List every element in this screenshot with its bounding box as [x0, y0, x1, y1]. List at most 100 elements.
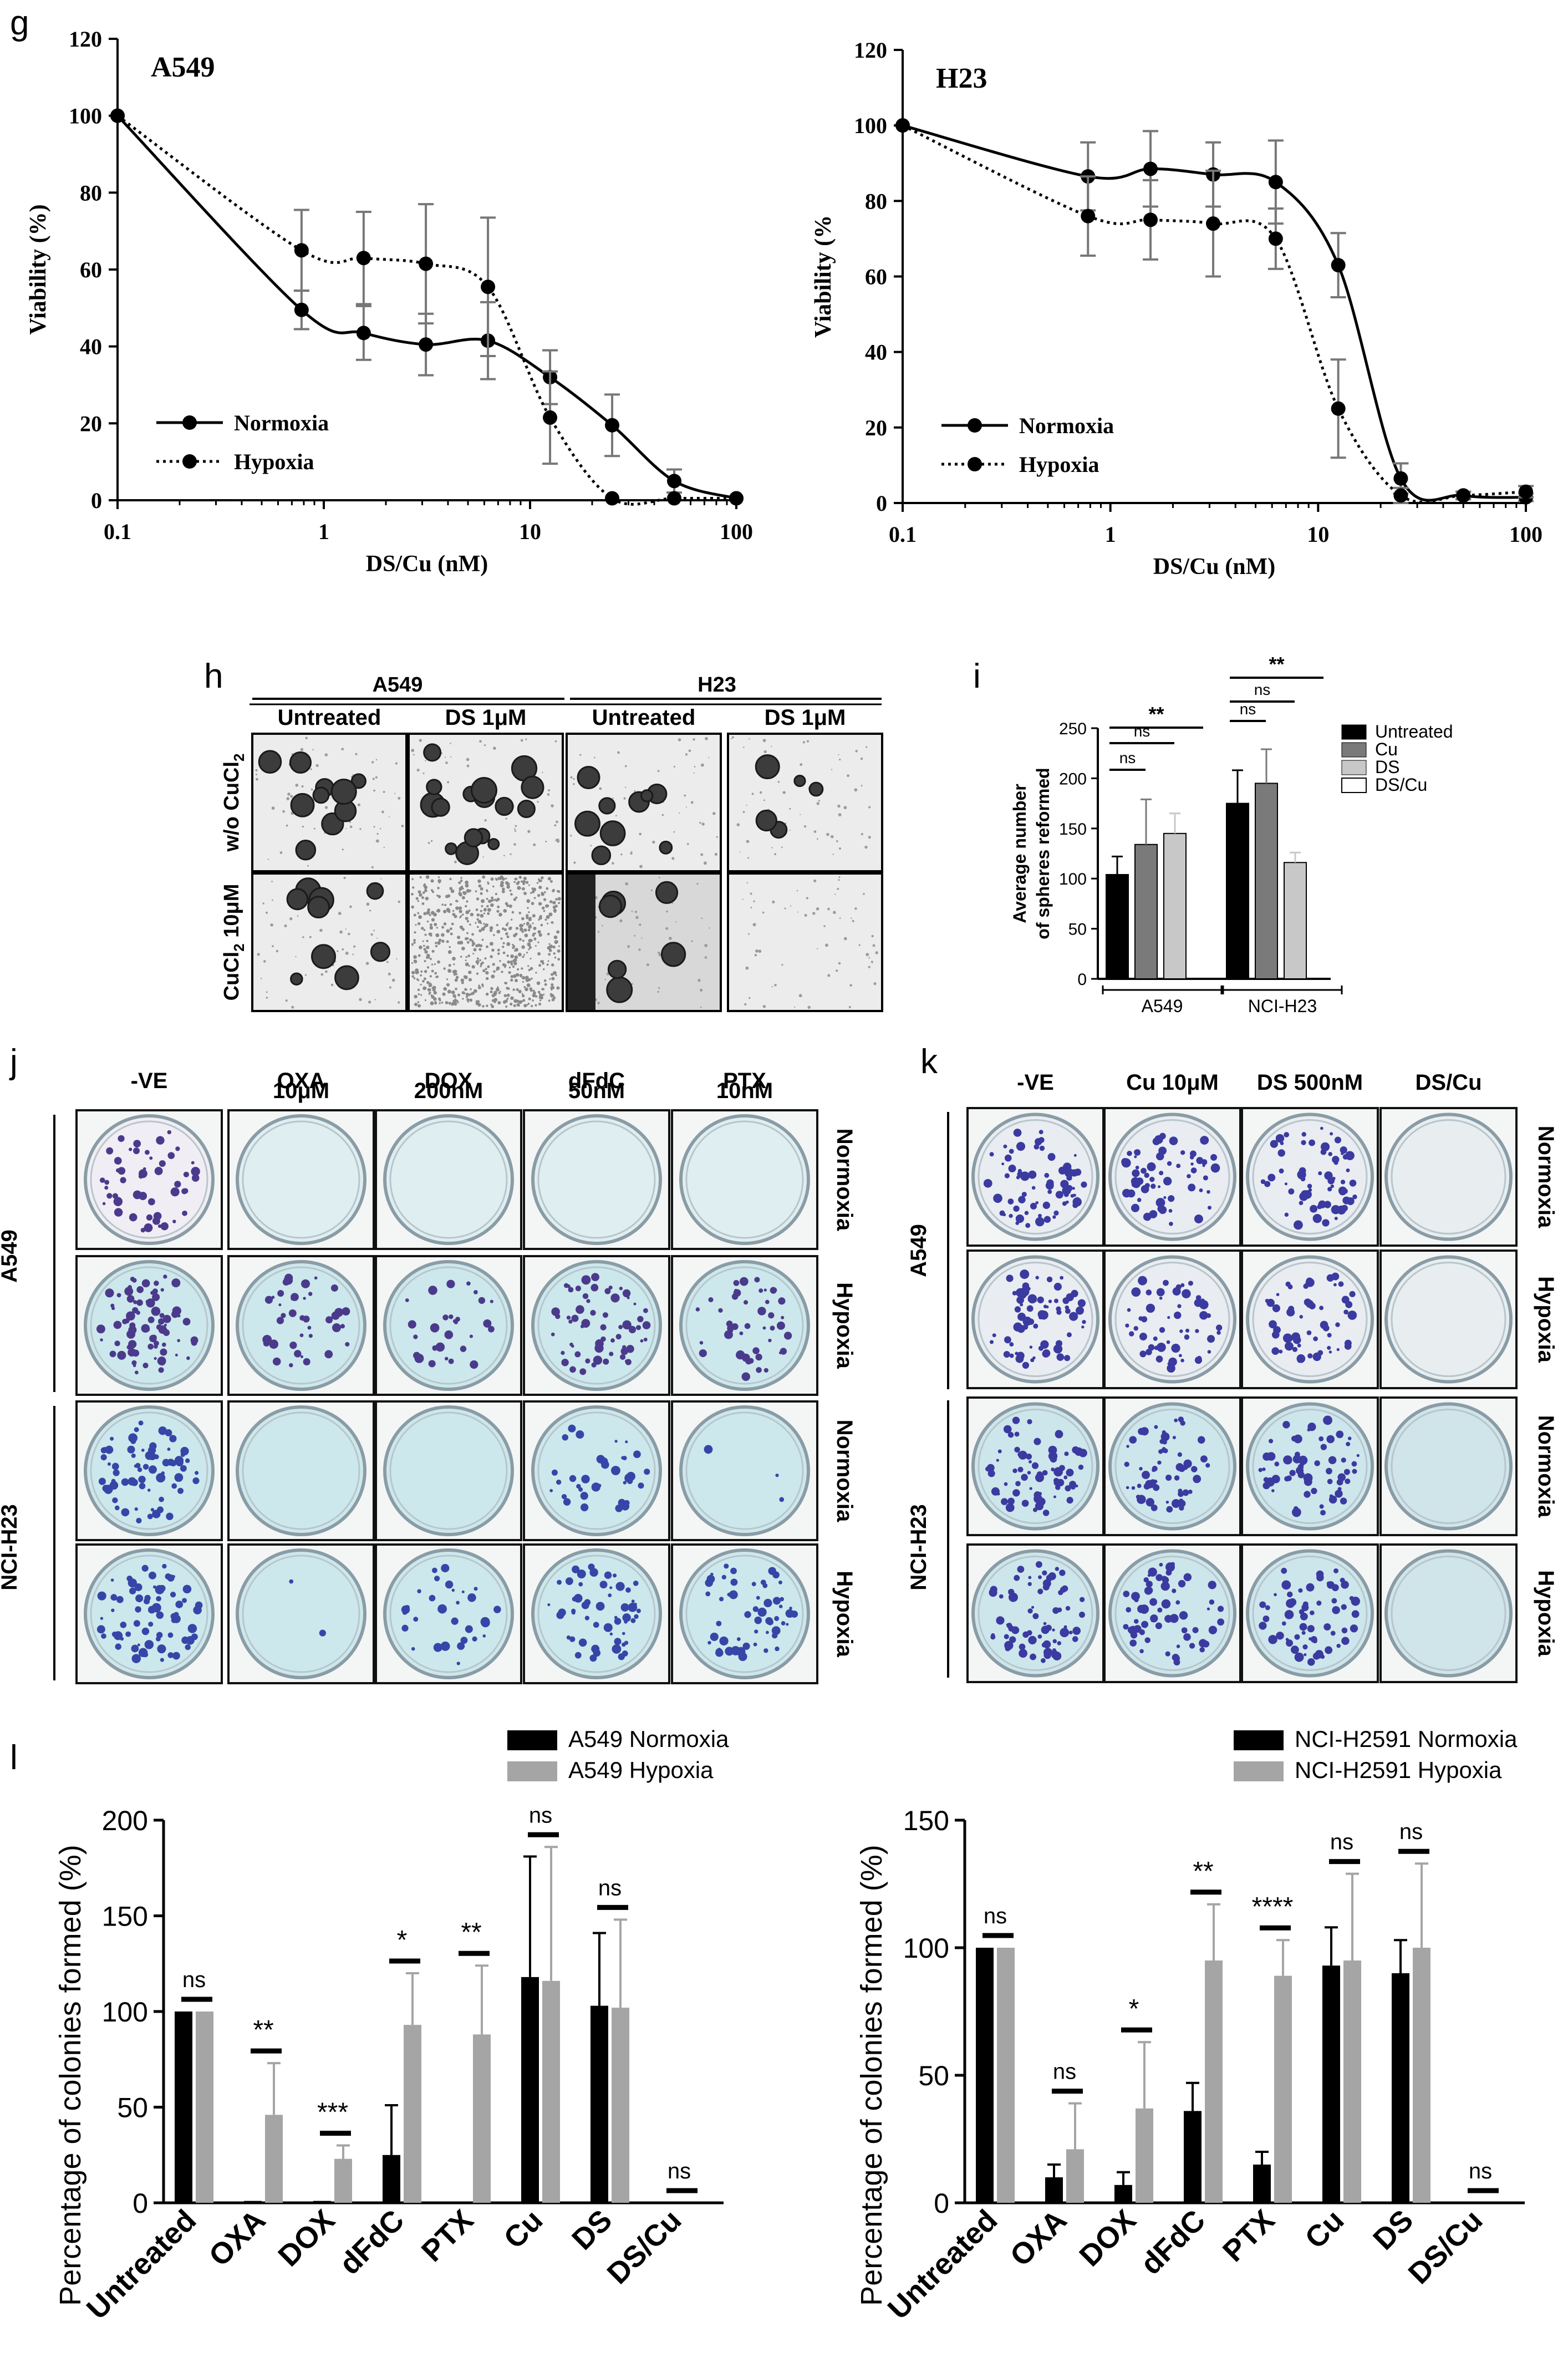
colony-dish	[671, 1255, 818, 1396]
colony	[1217, 1606, 1224, 1612]
bar-group: A549	[1102, 798, 1223, 1016]
single-cell	[389, 986, 391, 989]
cell-debris	[510, 978, 513, 982]
colony	[1262, 1467, 1266, 1471]
colony	[1179, 1354, 1182, 1358]
colony	[137, 1467, 142, 1472]
colony	[135, 1606, 141, 1613]
colony	[149, 1156, 153, 1160]
colony	[1332, 1156, 1340, 1164]
cell-debris	[552, 994, 554, 997]
single-cell	[413, 754, 415, 756]
colony	[733, 1279, 740, 1286]
cell-debris	[475, 959, 480, 964]
colony	[1276, 1632, 1284, 1640]
colony	[595, 1602, 605, 1611]
colony	[1072, 1202, 1078, 1208]
colony	[1172, 1588, 1177, 1593]
colony	[763, 1648, 768, 1653]
colony	[710, 1572, 714, 1576]
dish-inner-rim	[389, 1555, 508, 1673]
cell-debris	[493, 990, 497, 995]
colony	[111, 1479, 116, 1484]
significance-label: *	[1129, 1994, 1139, 2024]
colony	[1177, 1304, 1182, 1308]
cell-debris	[411, 878, 414, 880]
colony-dish	[1103, 1543, 1241, 1683]
colony	[160, 1222, 169, 1231]
sphere	[607, 959, 627, 979]
single-cell	[380, 878, 382, 880]
cell-debris	[424, 933, 427, 936]
single-cell	[300, 748, 304, 751]
dish-plate	[1384, 1255, 1513, 1384]
cell-debris	[512, 988, 515, 991]
single-cell	[315, 764, 319, 768]
colony	[1284, 1212, 1289, 1217]
colony	[474, 1290, 478, 1294]
colony	[1036, 1471, 1043, 1477]
colony	[182, 1584, 192, 1594]
cell-debris	[437, 941, 441, 945]
cell-debris	[495, 878, 498, 881]
single-cell	[312, 749, 314, 751]
cell-debris	[467, 993, 471, 997]
cell-debris	[536, 882, 539, 884]
colony	[1081, 1325, 1085, 1329]
data-point	[605, 418, 620, 433]
single-cell	[851, 917, 852, 919]
colony	[144, 1223, 153, 1232]
colony	[1175, 1284, 1182, 1290]
single-cell	[698, 978, 701, 982]
cell-debris	[499, 990, 501, 993]
colony	[571, 1611, 576, 1615]
colony	[620, 1502, 630, 1511]
cell-debris	[522, 981, 525, 983]
data-point	[1393, 488, 1408, 503]
colony	[1144, 1637, 1150, 1643]
significance-annotation: **	[1109, 703, 1203, 729]
colony	[578, 1487, 583, 1492]
cell-debris	[490, 990, 493, 994]
cell-debris	[477, 879, 481, 883]
cell-debris	[467, 1001, 469, 1003]
colony	[1206, 1190, 1210, 1194]
bar	[1284, 862, 1307, 979]
cell-debris	[454, 915, 457, 918]
colony	[118, 1167, 126, 1175]
micrograph-image	[566, 733, 722, 872]
cell-debris	[538, 886, 542, 890]
cell-debris	[550, 986, 553, 989]
single-cell	[639, 865, 643, 868]
cell-debris	[556, 930, 560, 934]
y-tick-label: 250	[1059, 720, 1087, 738]
single-cell	[313, 827, 315, 830]
bar	[1226, 802, 1249, 979]
colony	[289, 1342, 297, 1349]
colony	[1157, 1200, 1163, 1206]
colony	[1131, 1287, 1141, 1297]
sphere	[350, 773, 366, 789]
cell-debris	[491, 1005, 495, 1008]
single-cell	[381, 810, 384, 814]
cell-debris	[517, 952, 522, 957]
colony	[162, 1459, 170, 1467]
colony	[1341, 1457, 1346, 1463]
cell-debris	[531, 887, 534, 890]
bar	[1205, 1960, 1223, 2203]
category-label: OXA	[202, 2203, 272, 2273]
dish-plate	[531, 1548, 662, 1679]
single-cell	[843, 937, 847, 941]
colony	[1009, 1636, 1016, 1643]
colony	[488, 1325, 495, 1333]
colony	[1031, 1186, 1036, 1190]
cell-debris	[487, 882, 490, 885]
colony	[1262, 1452, 1271, 1461]
bar	[1413, 1948, 1430, 2203]
single-cell	[631, 983, 633, 985]
cell-debris	[515, 948, 518, 952]
legend-label: DS	[1375, 757, 1399, 777]
colony	[151, 1307, 161, 1316]
single-cell	[349, 825, 353, 829]
colony	[717, 1648, 721, 1651]
